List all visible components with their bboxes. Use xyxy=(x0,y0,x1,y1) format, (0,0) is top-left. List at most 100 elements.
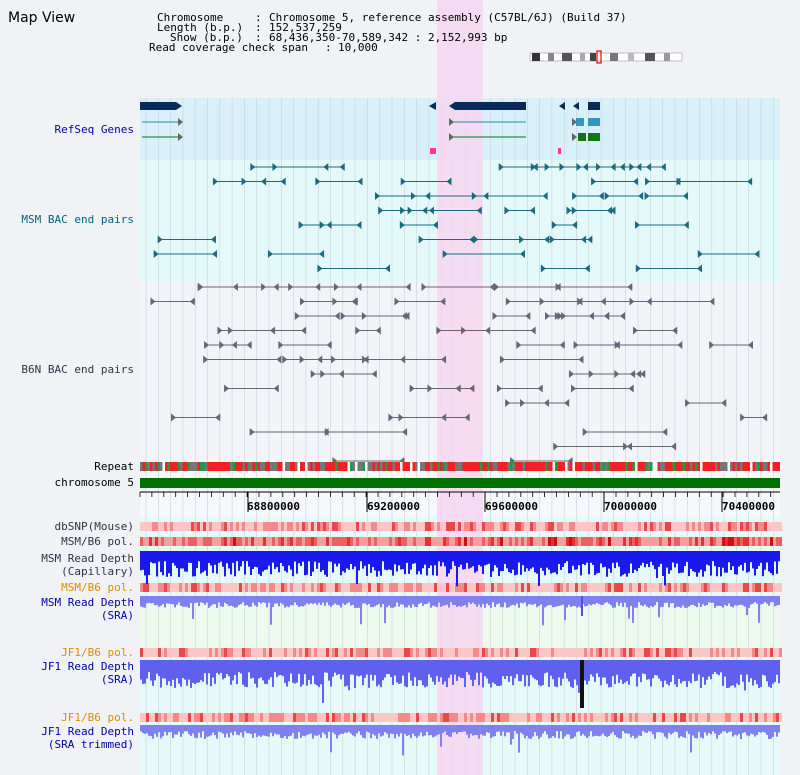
depth-bar xyxy=(702,725,704,739)
depth-bar xyxy=(288,596,290,608)
depth-bar xyxy=(260,725,262,737)
depth-bar xyxy=(482,725,484,736)
track-label-msm-depth-cap-2[interactable]: (Capillary) xyxy=(61,565,134,578)
depth-bar xyxy=(630,725,632,738)
depth-bar xyxy=(740,660,742,675)
heat-cell xyxy=(575,537,578,546)
heat-cell xyxy=(473,648,476,657)
track-label-refseq-genes[interactable]: RefSeq Genes xyxy=(54,123,134,136)
depth-bar xyxy=(352,551,354,570)
track-label-dbsnp[interactable]: dbSNP(Mouse) xyxy=(54,520,134,533)
depth-bar xyxy=(412,660,414,686)
track-label-b6n-bac[interactable]: B6N BAC end pairs xyxy=(21,363,134,376)
track-label-msm-depth-sra-1[interactable]: MSM Read Depth xyxy=(41,596,134,609)
heat-cell xyxy=(458,522,461,531)
repeat-cell xyxy=(510,462,513,471)
depth-bar xyxy=(502,725,504,732)
depth-bar xyxy=(750,660,752,679)
heat-cell xyxy=(320,537,323,546)
heat-cell xyxy=(680,713,683,722)
depth-bar xyxy=(388,551,390,570)
track-label-jf1-depth-trim-2[interactable]: (SRA trimmed) xyxy=(47,738,134,751)
heat-cell xyxy=(524,522,527,531)
heat-cell xyxy=(212,648,215,657)
depth-bar xyxy=(594,551,596,575)
track-label-jf1-b6-pol-2[interactable]: JF1/B6 pol. xyxy=(61,711,134,724)
depth-bar xyxy=(482,660,484,688)
repeat-cell xyxy=(497,462,500,471)
b6n-bac-end xyxy=(288,283,294,291)
track-label-msm-b6-pol-1[interactable]: MSM/B6 pol. xyxy=(61,535,134,548)
depth-bar xyxy=(608,725,610,737)
heat-cell xyxy=(479,537,482,546)
heat-cell xyxy=(746,648,749,657)
depth-bar xyxy=(190,725,192,737)
depth-bar xyxy=(450,551,452,570)
depth-bar xyxy=(156,551,158,577)
repeat-cell xyxy=(242,462,245,471)
track-label-repeat[interactable]: Repeat xyxy=(94,460,134,473)
heat-cell xyxy=(506,648,509,657)
track-label-jf1-depth-sra-1[interactable]: JF1 Read Depth xyxy=(41,660,134,673)
depth-bar xyxy=(236,596,238,608)
depth-bar xyxy=(258,725,260,736)
depth-bar xyxy=(412,596,414,605)
msm-bac-end xyxy=(572,192,578,200)
depth-bar xyxy=(190,660,192,688)
heat-cell xyxy=(482,583,485,592)
b6n-bac-end xyxy=(203,355,209,364)
heat-cell xyxy=(254,522,257,531)
track-label-jf1-depth-sra-2[interactable]: (SRA) xyxy=(100,673,134,686)
depth-bar xyxy=(682,725,684,738)
track-label-jf1-depth-trim-1[interactable]: JF1 Read Depth xyxy=(41,725,134,738)
heat-cell xyxy=(335,648,338,657)
depth-bar xyxy=(414,725,416,737)
b6n-bac-end xyxy=(505,399,511,407)
heat-cell xyxy=(521,583,524,592)
depth-bar xyxy=(328,660,330,681)
depth-bar xyxy=(330,551,332,562)
depth-bar xyxy=(360,725,362,736)
track-label-msm-depth-cap-1[interactable]: MSM Read Depth xyxy=(41,552,134,565)
heat-cell xyxy=(455,583,458,592)
depth-bar xyxy=(770,660,772,688)
track-label-chromosome[interactable]: chromosome 5 xyxy=(54,476,134,489)
heat-cell xyxy=(608,713,611,722)
b6n-bac-end xyxy=(375,326,381,335)
heat-cell xyxy=(470,648,473,657)
heat-cell xyxy=(764,537,767,546)
heat-cell xyxy=(437,537,440,546)
track-label-msm-b6-pol-2[interactable]: MSM/B6 pol. xyxy=(61,581,134,594)
heat-cell xyxy=(368,583,371,592)
repeat-cell xyxy=(390,462,393,471)
heat-cell xyxy=(569,648,572,657)
heat-cell xyxy=(710,537,713,546)
depth-bar xyxy=(326,660,328,673)
heat-cell xyxy=(308,537,311,546)
heat-cell xyxy=(488,583,491,592)
repeat-cell xyxy=(372,462,375,471)
depth-bar xyxy=(348,660,350,691)
depth-bar xyxy=(586,551,588,563)
heat-cell xyxy=(344,522,347,531)
depth-bar xyxy=(626,551,628,577)
track-label-msm-depth-sra-2[interactable]: (SRA) xyxy=(100,609,134,622)
depth-bar xyxy=(154,725,156,734)
track-label-msm-bac[interactable]: MSM BAC end pairs xyxy=(21,213,134,226)
heat-cell xyxy=(710,522,713,531)
repeat-cell xyxy=(775,462,778,471)
depth-bar xyxy=(174,596,176,608)
heat-cell xyxy=(389,537,392,546)
depth-bar xyxy=(572,725,574,739)
depth-bar xyxy=(474,660,476,680)
depth-bar xyxy=(462,596,464,606)
heat-cell xyxy=(755,522,758,531)
track-label-jf1-b6-pol-1[interactable]: JF1/B6 pol. xyxy=(61,646,134,659)
heat-cell xyxy=(587,537,590,546)
heat-cell xyxy=(509,522,512,531)
heat-cell xyxy=(245,583,248,592)
b6n-bac-end xyxy=(282,355,288,364)
repeat-cell xyxy=(295,462,298,471)
